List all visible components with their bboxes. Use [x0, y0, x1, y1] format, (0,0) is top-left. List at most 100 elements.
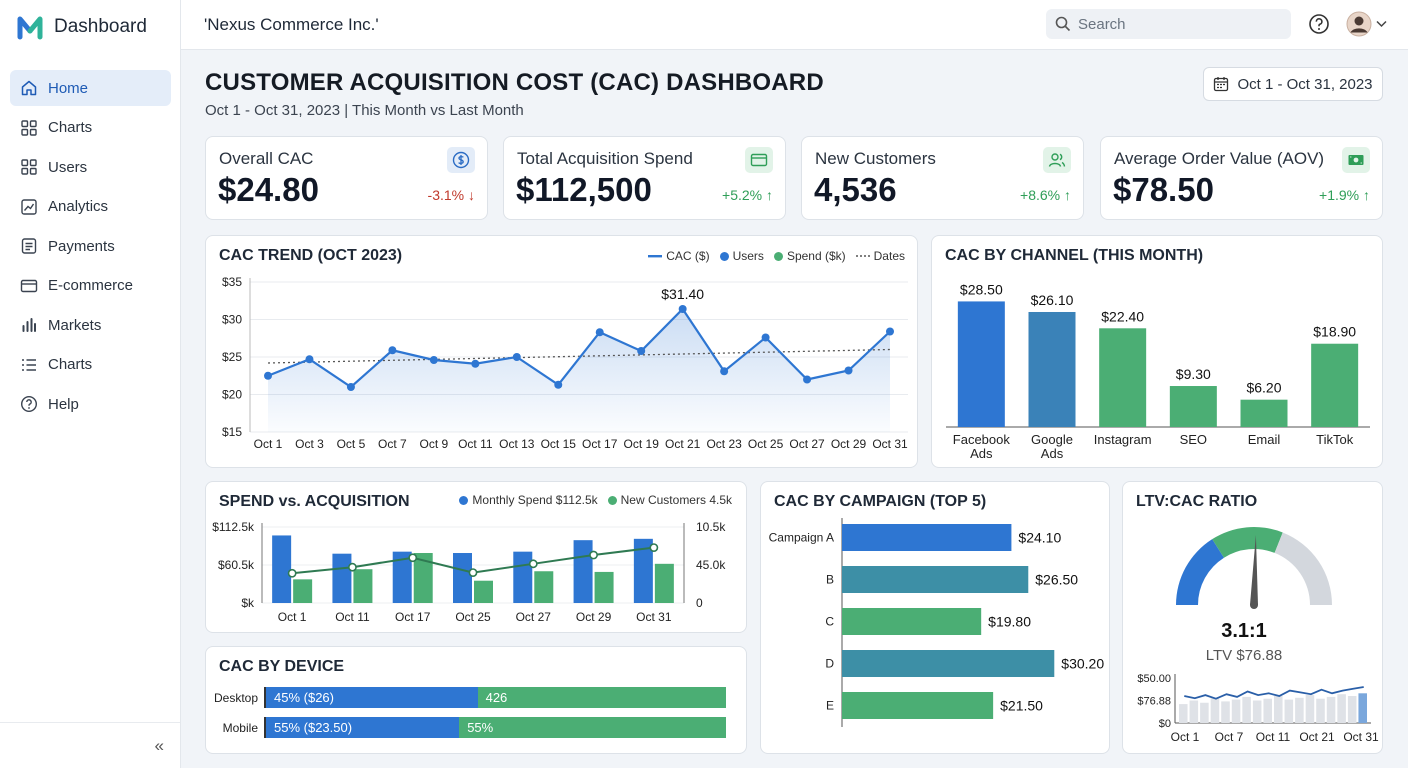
sidebar-footer: « [0, 722, 180, 768]
campaign-bar [842, 524, 1012, 551]
mini-bar [1221, 701, 1230, 723]
customers-bar [474, 580, 493, 603]
cac-point [678, 305, 687, 313]
sidebar-item-label: Analytics [48, 198, 109, 215]
cac-campaign-chart: $24.10 Campaign A $26.50 B $19.80 C $30.20 D $21… [769, 518, 1104, 727]
cac-point [388, 346, 397, 355]
cac-channel-title: CAC BY CHANNEL (THIS MONTH) [945, 247, 1204, 264]
acquisition-point [468, 568, 478, 577]
kpi-value: 4,536 [814, 171, 897, 208]
legend-users: Users [719, 249, 764, 263]
search-input[interactable] [1078, 15, 1278, 33]
sidebar-item-analytics[interactable]: Analytics [10, 189, 171, 225]
sidebar-item-charts[interactable]: Charts [10, 110, 171, 146]
spend-bar [453, 553, 472, 603]
x-tick-label: Oct 1 [278, 610, 307, 624]
sidebar-item-charts[interactable]: Charts [10, 347, 171, 383]
kpi-card-total-acquisition-spend: Total Acquisition Spend $112,500 +5.2% ↑ [503, 136, 786, 220]
kpi-label: New Customers [815, 149, 936, 168]
legend-spend: Spend ($k) [773, 249, 846, 263]
cac-point [595, 328, 604, 337]
sidebar-item-markets[interactable]: Markets [10, 307, 171, 343]
sidebar-item-payments[interactable]: Payments [10, 228, 171, 264]
acquisition-point [348, 562, 357, 572]
search-box[interactable] [1046, 9, 1291, 39]
device-segment-cac: 45% ($26) [266, 687, 478, 708]
campaign-label: Campaign A [769, 531, 834, 545]
legend-cac: CAC ($) [648, 249, 710, 263]
cac-area [268, 309, 890, 432]
device-segment-customers: 426 [477, 687, 726, 708]
x-tick-label: Oct 25 [748, 437, 784, 451]
x-tick-label: Oct 17 [582, 437, 618, 451]
mini-bar [1252, 700, 1262, 723]
mini-x-label: Oct 1 [1171, 730, 1200, 744]
card-icon [20, 277, 38, 295]
sidebar-item-home[interactable]: Home [10, 70, 171, 106]
kpi-label: Total Acquisition Spend [517, 149, 693, 168]
ltv-cac-ratio: 3.1:1 [1221, 620, 1267, 642]
logo-icon [16, 13, 44, 41]
trend-line [267, 348, 891, 364]
device-label: Desktop [214, 690, 259, 705]
kpi-delta: +5.2% ↑ [722, 187, 773, 203]
mini-bar [1200, 702, 1209, 723]
kpi-card-average-order-value-aov: Average Order Value (AOV) $78.50 +1.9% ↑ [1100, 136, 1383, 220]
bar-chart-icon [20, 316, 38, 334]
cac-channel-chart: $28.50FacebookAds$26.10GoogleAds$22.40In… [946, 281, 1370, 461]
cac-point [844, 366, 853, 375]
page-subtitle: Oct 1 - Oct 31, 2023 | This Month vs Las… [205, 102, 524, 119]
legend-dates: Dates [855, 249, 905, 263]
sidebar-item-users[interactable]: Users [10, 149, 171, 185]
sidebar-item-help[interactable]: Help [10, 386, 171, 422]
mini-bar [1274, 696, 1283, 723]
brand[interactable]: Dashboard [16, 12, 147, 42]
channel-label: Instagram [1094, 432, 1152, 447]
channel-value-label: $26.10 [1031, 292, 1074, 308]
collapse-sidebar-button[interactable]: « [154, 736, 164, 755]
customers-bar [293, 579, 313, 603]
channel-label: Ads [970, 446, 993, 461]
channel-value-label: $28.50 [960, 281, 1003, 297]
device-bar: 55% ($23.50) 55% [264, 717, 726, 738]
cac-point [761, 333, 770, 342]
mini-bar [1210, 698, 1220, 723]
mini-x-label: Oct 31 [1343, 730, 1379, 744]
x-tick-label: Oct 19 [624, 437, 660, 451]
sidebar-item-label: Users [48, 158, 88, 176]
right-tick-label: 45.0k [696, 558, 726, 572]
x-tick-label: Oct 11 [458, 437, 493, 451]
sidebar-item-label: Charts [48, 119, 93, 136]
spend-acquisition-title: SPEND vs. ACQUISITION [219, 493, 410, 510]
acquisition-point [528, 559, 538, 569]
channel-value-label: $18.90 [1313, 324, 1356, 340]
x-tick-label: Oct 7 [378, 437, 407, 451]
x-tick-label: Oct 13 [499, 437, 535, 451]
kpi-label: Average Order Value (AOV) [1114, 149, 1325, 168]
x-tick-label: Oct 29 [576, 610, 612, 624]
calendar-icon [1213, 76, 1229, 92]
mini-bar [1263, 698, 1272, 723]
help-button[interactable] [1308, 13, 1330, 35]
customers-bar [654, 563, 674, 603]
campaign-label: D [825, 657, 834, 671]
date-range-picker[interactable]: Oct 1 - Oct 31, 2023 [1203, 67, 1383, 101]
cac-trend-legend: CAC ($) Users Spend ($k) Dates [648, 249, 905, 263]
x-tick-label: Oct 27 [516, 610, 552, 624]
kpi-value: $24.80 [218, 171, 319, 208]
legend-monthly-spend: Monthly Spend $112.5k [459, 493, 598, 507]
cac-line [267, 307, 891, 389]
sidebar-item-label: Charts [48, 356, 93, 373]
mini-tick-label: $50.00 [1137, 673, 1171, 685]
device-row-desktop: Desktop 45% ($26) 426 [214, 687, 726, 708]
cac-channel-card: CAC BY CHANNEL (THIS MONTH) $28.50 Facebo… [931, 235, 1383, 468]
company-name: 'Nexus Commerce Inc.' [204, 15, 379, 34]
campaign-value-label: $30.20 [1061, 656, 1104, 672]
sidebar-item-e-commerce[interactable]: E-commerce [10, 268, 171, 304]
legend-new-customers: New Customers 4.5k [607, 493, 732, 507]
channel-bar [1099, 328, 1147, 427]
user-menu[interactable] [1346, 11, 1387, 37]
channel-label: Facebook [953, 432, 1011, 447]
date-range-label: Oct 1 - Oct 31, 2023 [1237, 75, 1373, 93]
gauge-segment-high [1274, 532, 1332, 605]
